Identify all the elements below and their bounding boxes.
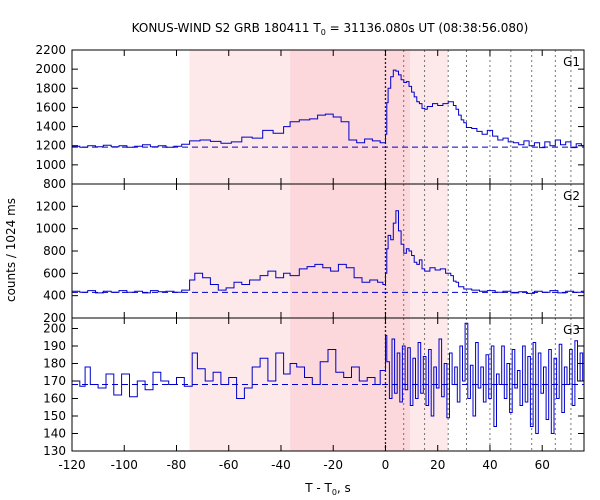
shaded-interval [189, 50, 291, 184]
y-tick-label: 180 [43, 357, 66, 371]
y-tick-label: 400 [43, 289, 66, 303]
y-tick-label: 140 [43, 427, 66, 441]
y-tick-label: 1000 [35, 158, 66, 172]
x-tick-label: -40 [271, 458, 291, 472]
x-tick-label: 60 [535, 458, 550, 472]
series-line-g2 [72, 210, 584, 294]
panel-g2: 200 400 600 800 1000 1200 G2 [35, 183, 585, 325]
y-tick-label: 1200 [35, 139, 66, 153]
panel-label: G2 [563, 189, 580, 203]
panels-group: 8001000120014001600180020002200G12004006… [35, 43, 585, 472]
x-tick-label: -80 [167, 458, 187, 472]
x-tick-label: 0 [382, 458, 390, 472]
series-line-g3 [72, 322, 584, 434]
shaded-interval [189, 184, 291, 318]
panel-g1: 800 1000 1200 1400 1600 1800 2000 2200 G1 [35, 43, 585, 191]
y-tick-label: 2200 [35, 43, 66, 57]
shaded-interval [290, 184, 386, 318]
x-tick-label: -120 [58, 458, 85, 472]
y-tick-label: 200 [43, 322, 66, 336]
y-tick-label: 1200 [35, 199, 66, 213]
panel-label: G3 [563, 323, 580, 337]
y-tick-label: 150 [43, 409, 66, 423]
chart-title: KONUS-WIND S2 GRB 180411 T0 = 31136.080s… [132, 21, 529, 37]
y-tick-label: 160 [43, 392, 66, 406]
y-tick-label: 170 [43, 374, 66, 388]
y-tick-label: 200 [43, 311, 66, 325]
y-tick-label: 1000 [35, 222, 66, 236]
y-tick-label: 800 [43, 244, 66, 258]
y-tick-label: 800 [43, 177, 66, 191]
shaded-interval [410, 50, 449, 184]
y-axis-label: counts / 1024 ms [4, 198, 18, 302]
y-tick-label: 2000 [35, 62, 66, 76]
x-tick-label: -100 [111, 458, 138, 472]
panel-frame [71, 317, 585, 452]
series-line-g1 [72, 69, 584, 149]
x-axis-label: T - T0, s [304, 481, 351, 497]
x-tick-label: -20 [323, 458, 343, 472]
x-tick-label: 40 [482, 458, 497, 472]
y-tick-label: 1800 [35, 81, 66, 95]
panel-label: G1 [563, 55, 580, 69]
x-tick-label: -60 [219, 458, 239, 472]
y-tick-label: 600 [43, 266, 66, 280]
shaded-interval [410, 184, 449, 318]
y-tick-label: 130 [43, 444, 66, 458]
y-tick-label: 1600 [35, 100, 66, 114]
y-tick-label: 190 [43, 339, 66, 353]
y-tick-label: 1400 [35, 120, 66, 134]
x-tick-label: 20 [430, 458, 445, 472]
shaded-interval [385, 50, 411, 184]
